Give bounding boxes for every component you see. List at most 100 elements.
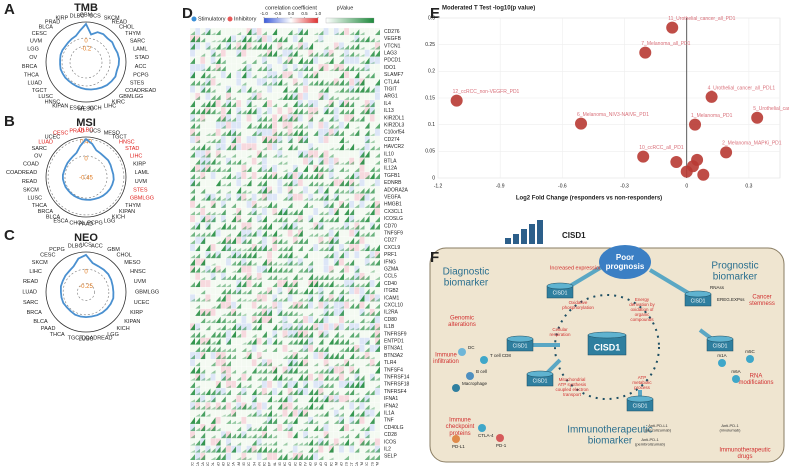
- heatmap-cell: [220, 258, 227, 266]
- heatmap-triangle: [220, 37, 226, 43]
- poor-prognosis: prognosis: [606, 262, 645, 271]
- heatmap-cell: [272, 387, 278, 396]
- gene-label: CD27: [384, 238, 397, 244]
- heatmap-triangle: [277, 238, 283, 244]
- category-label: LUAD: [38, 140, 53, 146]
- heatmap-triangle: [292, 209, 298, 216]
- heatmap-triangle: [225, 389, 232, 396]
- heatmap-triangle: [267, 74, 273, 79]
- heatmap-triangle: [354, 380, 360, 388]
- heatmap-triangle: [241, 183, 247, 187]
- heatmap-triangle: [195, 374, 201, 381]
- heatmap-cell: [251, 78, 257, 86]
- heatmap-cell: [236, 135, 242, 144]
- heatmap-triangle: [344, 381, 350, 388]
- heatmap-triangle: [246, 176, 252, 180]
- heatmap-cell: [225, 49, 232, 57]
- heatmap-cell: [225, 56, 232, 65]
- heatmap-triangle: [277, 154, 283, 158]
- heatmap-triangle: [292, 81, 298, 86]
- category-label: THYM: [125, 203, 141, 209]
- heatmap-triangle: [302, 298, 309, 302]
- heatmap-triangle: [256, 369, 262, 374]
- heatmap-triangle: [369, 200, 375, 208]
- heatmap-cell: [261, 380, 268, 389]
- category-label: CESC: [53, 131, 68, 137]
- heatmap-triangle: [328, 289, 334, 295]
- heatmap-cell: [308, 121, 314, 129]
- heatmap-cell: [205, 186, 211, 194]
- heatmap-triangle: [251, 333, 257, 338]
- heatmap-triangle: [231, 251, 237, 259]
- heatmap-triangle: [287, 93, 293, 100]
- cancer-label: PCPG: [313, 462, 318, 466]
- heatmap-cell: [323, 222, 329, 230]
- heatmap-triangle: [349, 31, 355, 36]
- heatmap-triangle: [318, 439, 324, 446]
- heatmap-cell: [205, 359, 211, 367]
- heatmap-triangle: [344, 122, 350, 129]
- heatmap-triangle: [195, 413, 201, 417]
- heatmap-triangle: [210, 361, 216, 367]
- heatmap-triangle: [344, 208, 350, 216]
- heatmap-triangle: [267, 447, 273, 453]
- heatmap-triangle: [220, 183, 226, 187]
- heatmap-cell: [277, 186, 283, 194]
- heatmap-cell: [287, 272, 293, 281]
- heatmap-cell: [308, 236, 314, 245]
- heatmap-triangle: [354, 190, 360, 194]
- heatmap-triangle: [328, 95, 334, 100]
- heatmap-triangle: [292, 233, 298, 237]
- heatmap-cell: [313, 42, 319, 50]
- x-tick-label: 0: [685, 183, 688, 189]
- heatmap-triangle: [246, 412, 252, 417]
- heatmap-triangle: [364, 404, 370, 410]
- radial-grid: [61, 37, 111, 87]
- heatmap-triangle: [302, 131, 309, 136]
- heatmap-triangle: [354, 275, 360, 280]
- heatmap-triangle: [333, 176, 339, 180]
- heatmap-cell: [343, 251, 350, 259]
- cancer-label: THYM: [359, 462, 364, 466]
- heatmap-triangle: [195, 448, 201, 453]
- heatmap-triangle: [323, 310, 329, 316]
- heatmap-cell: [343, 308, 350, 317]
- heatmap-triangle: [323, 281, 329, 288]
- category-label: TGCT: [68, 335, 84, 341]
- heatmap-cell: [272, 92, 278, 101]
- heatmap-triangle: [297, 428, 303, 432]
- category-label: COADREAD: [125, 88, 156, 94]
- heatmap-triangle: [251, 433, 257, 439]
- stemness-label: stemness: [749, 301, 775, 307]
- heatmap-triangle: [333, 398, 339, 403]
- heatmap-cell: [374, 265, 381, 273]
- heatmap-triangle: [190, 194, 196, 201]
- heatmap-cell: [343, 402, 350, 410]
- heatmap-triangle: [313, 291, 319, 295]
- heatmap-triangle: [287, 287, 293, 295]
- heatmap-cell: [241, 121, 247, 129]
- heatmap-triangle: [195, 266, 201, 273]
- gene-label: TNFRSF18: [384, 382, 410, 388]
- heatmap-cell: [313, 114, 319, 122]
- heatmap-cell: [343, 330, 350, 338]
- heatmap-triangle: [236, 276, 242, 280]
- heatmap-triangle: [210, 346, 216, 352]
- heatmap-cell: [282, 143, 288, 151]
- heatmap-cell: [282, 135, 288, 144]
- heatmap-triangle: [261, 196, 268, 201]
- heatmap-triangle: [256, 97, 262, 100]
- heatmap-triangle: [241, 456, 247, 460]
- heatmap-cell: [272, 402, 278, 410]
- heatmap-triangle: [349, 441, 355, 446]
- heatmap-cell: [297, 92, 304, 101]
- heatmap-cell: [297, 71, 304, 79]
- heatmap-cell: [205, 56, 211, 65]
- heatmap-triangle: [359, 354, 365, 360]
- heatmap-cell: [308, 186, 314, 194]
- heatmap-cell: [354, 135, 360, 144]
- heatmap-cell: [333, 380, 340, 389]
- heatmap-cell: [189, 344, 196, 353]
- cylinder-top: [526, 370, 554, 378]
- heatmap-triangle: [210, 39, 216, 43]
